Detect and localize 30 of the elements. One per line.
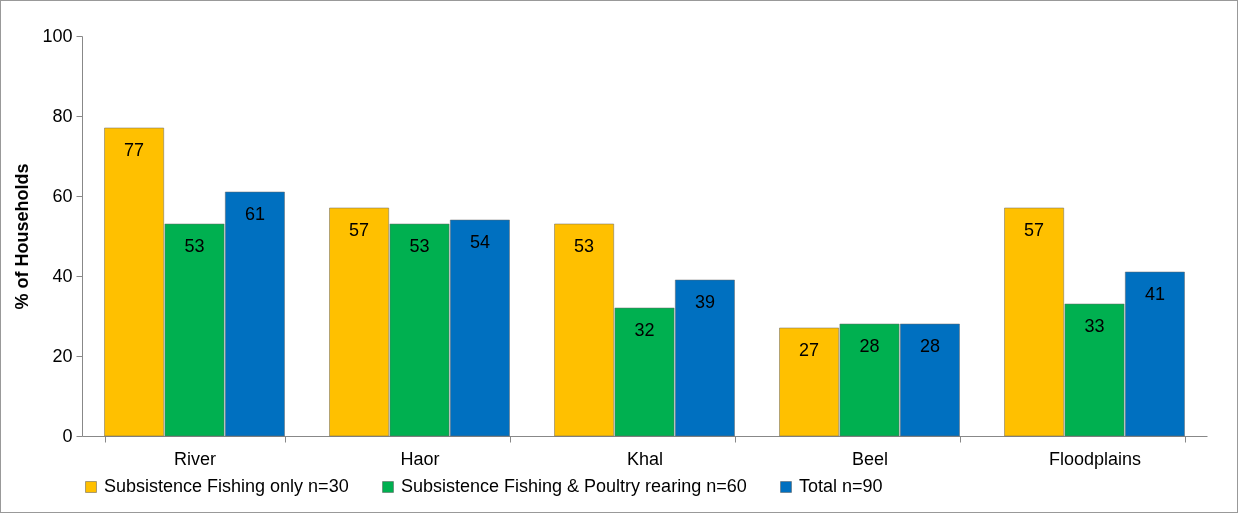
data-label: 53 <box>184 236 205 256</box>
data-label: 53 <box>574 236 595 256</box>
data-label: 57 <box>1024 220 1045 240</box>
data-label: 61 <box>244 204 265 224</box>
x-tick-label: Khal <box>626 448 664 469</box>
data-label: 41 <box>1144 284 1165 304</box>
data-label: 77 <box>124 140 145 160</box>
y-tick-label: 0 <box>62 425 73 446</box>
data-label: 39 <box>694 292 715 312</box>
x-tick-label: River <box>173 448 217 469</box>
y-tick-label: 40 <box>52 265 73 286</box>
data-label: 32 <box>634 320 655 340</box>
data-label: 28 <box>919 336 940 356</box>
legend-label: Total n=90 <box>799 476 883 496</box>
y-tick-label: 100 <box>42 25 73 46</box>
data-label: 54 <box>469 232 490 252</box>
legend-label: Subsistence Fishing & Poultry rearing n=60 <box>401 476 747 496</box>
legend-label: Subsistence Fishing only n=30 <box>104 476 349 496</box>
data-label: 53 <box>409 236 430 256</box>
data-label: 57 <box>349 220 370 240</box>
x-tick-label: Haor <box>400 448 440 469</box>
x-tick-label: Beel <box>851 448 889 469</box>
data-label: 28 <box>859 336 880 356</box>
x-tick-label: Floodplains <box>1048 448 1142 469</box>
y-tick-label: 60 <box>52 185 73 206</box>
y-axis-title: % of Households <box>12 163 33 310</box>
data-label: 33 <box>1084 316 1105 336</box>
y-tick-label: 20 <box>52 345 73 366</box>
data-label: 27 <box>799 340 820 360</box>
y-tick-label: 80 <box>52 105 73 126</box>
